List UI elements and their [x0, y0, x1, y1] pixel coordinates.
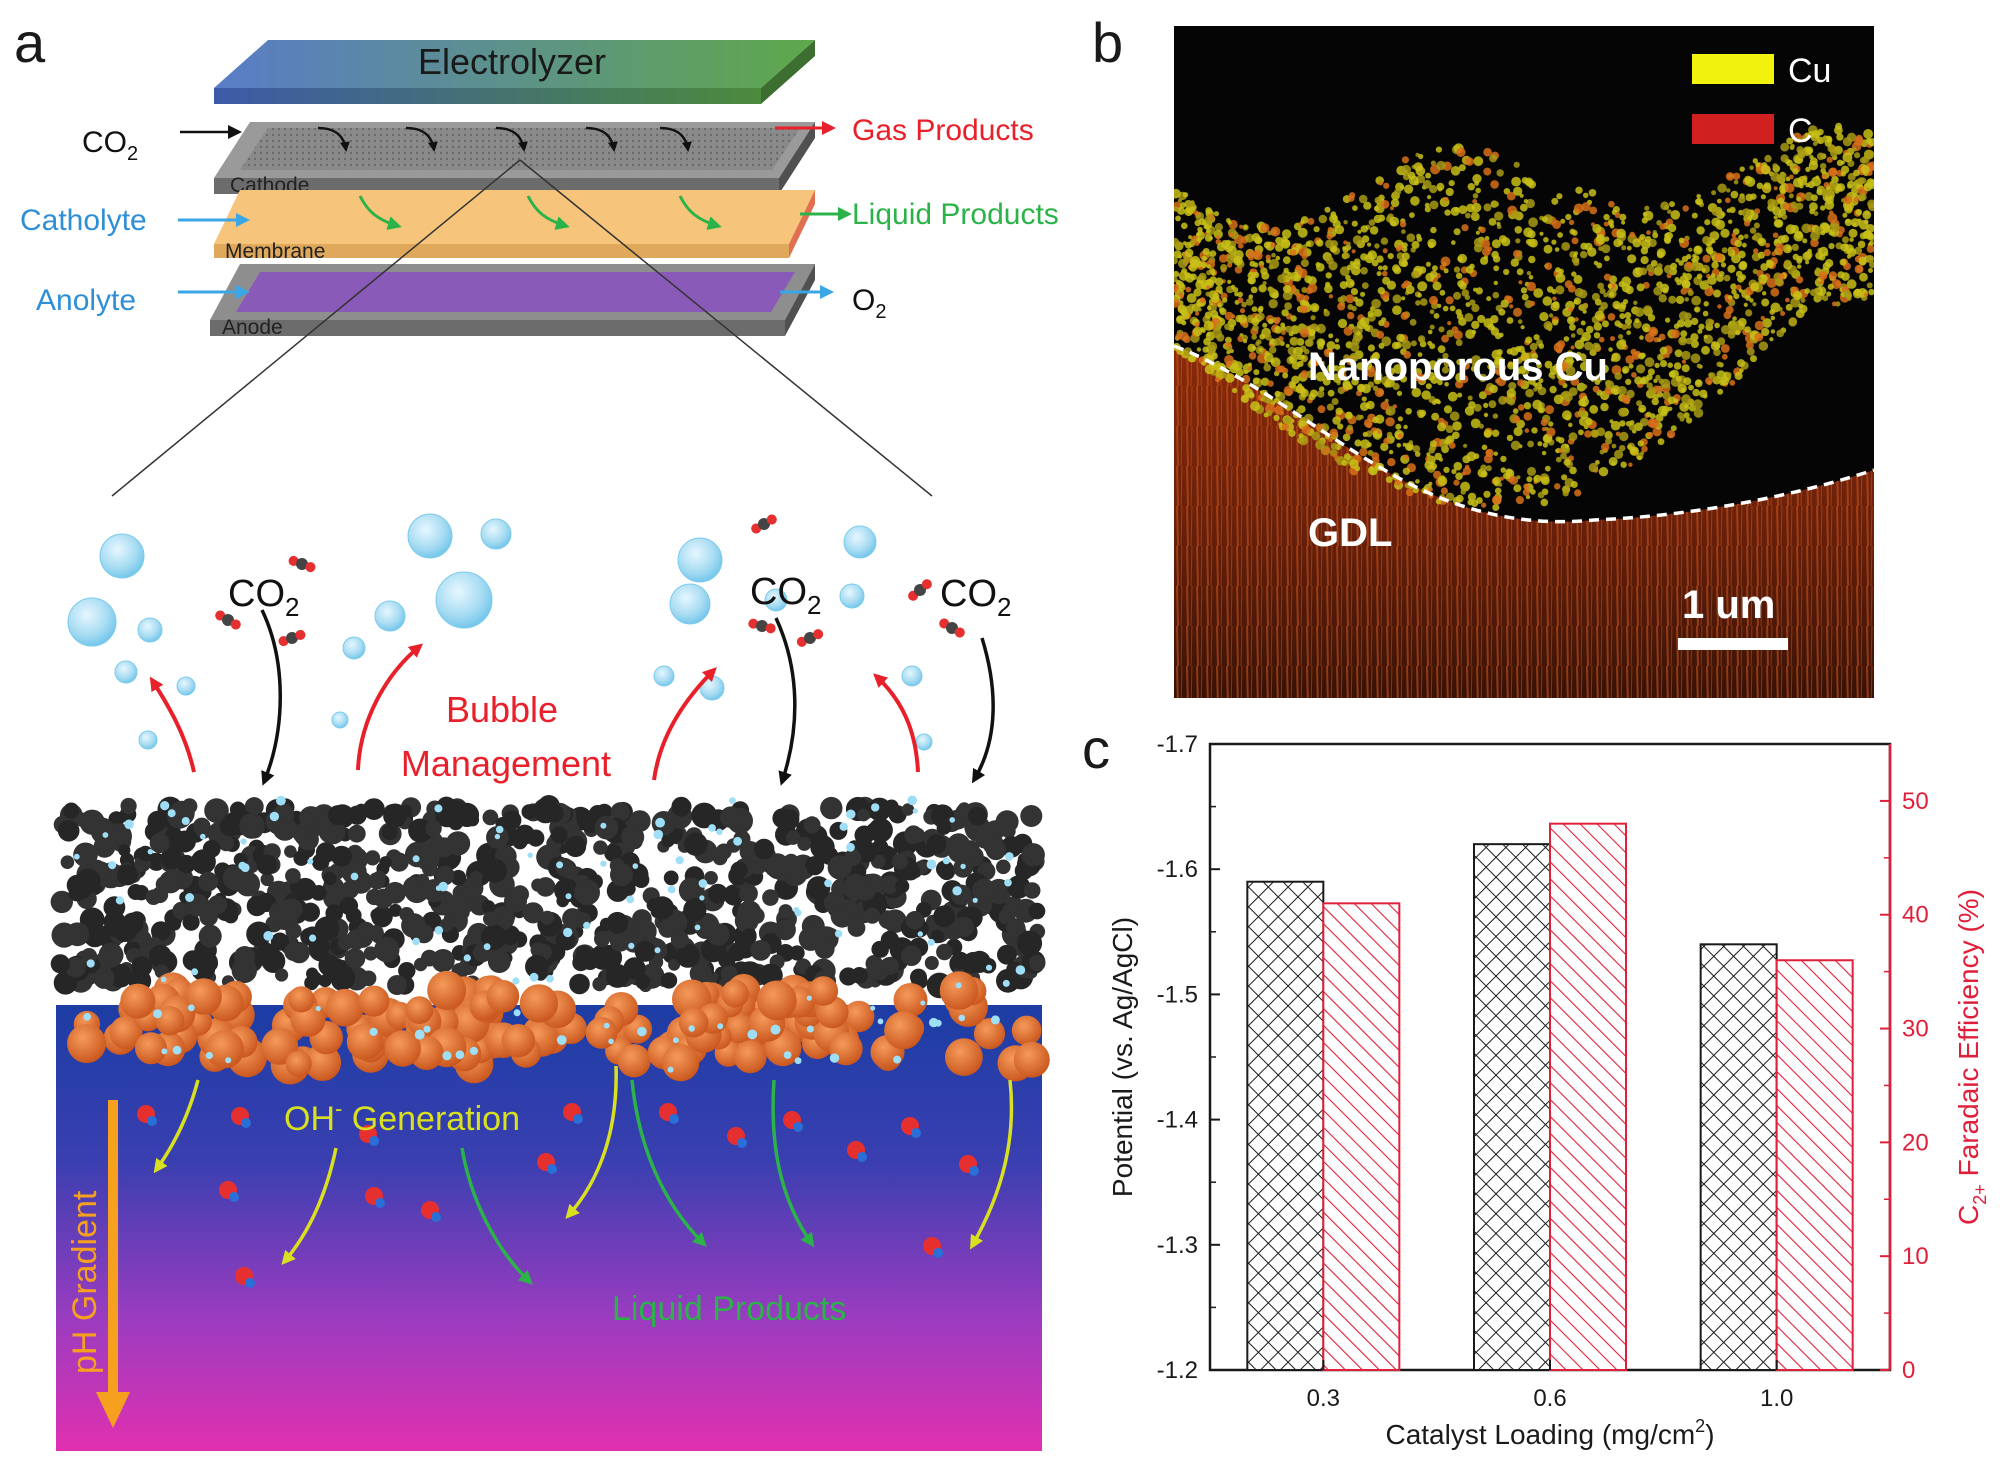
panel-a-diagram: Electrolyzer Cathode Membrane Anode CO2 [20, 40, 1059, 1451]
right-tick-label: 0 [1902, 1357, 1915, 1384]
x-tick-label: 0.3 [1307, 1385, 1340, 1412]
legend-swatch-cu [1692, 54, 1774, 84]
oh-ions [137, 1103, 979, 1288]
oh-yellow-arrows [153, 1065, 1014, 1266]
co2-down-arrows [260, 609, 995, 786]
catholyte-label: Catholyte [20, 204, 147, 237]
panel-b-micrograph: Cu C Nanoporous Cu GDL 1 um [1174, 26, 1874, 698]
left-tick-label: -1.4 [1157, 1107, 1198, 1134]
co2-label-2: CO2 [750, 571, 821, 620]
anolyte-label: Anolyte [36, 284, 136, 317]
left-tick-label: -1.7 [1157, 731, 1198, 758]
co2-label-1: CO2 [228, 573, 299, 622]
anode-plate: Anode [210, 264, 815, 339]
panel-label-a: a [14, 11, 46, 74]
o2-label: O2 [852, 284, 886, 323]
gdl-label: GDL [1308, 511, 1392, 555]
bar-faradaic-efficiency [1775, 959, 1854, 1371]
x-tick-label: 1.0 [1760, 1385, 1793, 1412]
left-tick-label: -1.6 [1157, 856, 1198, 883]
gas-diffusion-layer [50, 795, 1046, 999]
right-tick-label: 20 [1902, 1129, 1929, 1156]
co2-molecules [215, 514, 965, 647]
bubbles [67, 513, 1026, 1073]
scale-bar-label: 1 um [1682, 583, 1775, 627]
electrolyzer-plate: Electrolyzer [214, 40, 815, 104]
membrane-plate: Membrane [214, 190, 815, 263]
left-tick-label: -1.2 [1157, 1357, 1198, 1384]
co2-in-label: CO2 [82, 126, 138, 165]
membrane-label: Membrane [225, 240, 325, 263]
scale-bar [1678, 638, 1788, 650]
panel-label-c: c [1082, 717, 1110, 780]
left-tick-label: -1.5 [1157, 981, 1198, 1008]
legend: Cu C [1692, 52, 1831, 150]
panel-label-b: b [1092, 11, 1124, 74]
oh-generation-label: OH- Generation [284, 1096, 520, 1138]
x-tick-label: 0.6 [1533, 1385, 1566, 1412]
zoom-line-right [519, 159, 933, 497]
legend-label-cu: Cu [1788, 52, 1831, 90]
bar-faradaic-efficiency [1322, 902, 1401, 1371]
right-tick-label: 40 [1902, 902, 1929, 929]
electrolyzer-label: Electrolyzer [418, 41, 606, 82]
bar-faradaic-efficiency [1549, 822, 1627, 1371]
interface-dashed-line [1174, 344, 1874, 524]
left-axis-title: Potential (vs. Ag/AgCl) [1107, 917, 1138, 1197]
bar-potential [1699, 943, 1778, 1371]
membrane-flow-arrows [358, 195, 722, 230]
anode-label: Anode [222, 316, 283, 339]
nanoporous-cu-region [1174, 122, 1874, 511]
cathode-flow-arrows [317, 126, 692, 152]
gas-products-label: Gas Products [852, 114, 1034, 147]
liquid-products-bottom-label: Liquid Products [612, 1290, 846, 1328]
nanoporous-cu-label: Nanoporous Cu [1308, 345, 1608, 389]
co2-label-3: CO2 [940, 573, 1011, 622]
ph-gradient-arrow [96, 1100, 130, 1428]
bubble-up-arrows [149, 643, 920, 781]
zoom-line-left [111, 159, 521, 497]
panel-c-chart: -1.7 -1.6 -1.5 -1.4 -1.3 -1.2 0 10 20 30 40 50 0.3 0.… [1107, 731, 1990, 1450]
electrolyte-region [56, 1005, 1042, 1451]
left-tick-label: -1.3 [1157, 1232, 1198, 1259]
right-tick-label: 30 [1902, 1016, 1929, 1043]
ph-gradient-label: pH Gradient [66, 1190, 104, 1374]
right-axis-title: C2+ Faradaic Efficiency (%) [1953, 889, 1990, 1225]
bubble-management-line1: Bubble [446, 689, 558, 730]
legend-swatch-c [1692, 114, 1774, 144]
copper-catalyst-layer [67, 970, 1050, 1085]
right-tick-label: 50 [1902, 788, 1929, 815]
bubble-management-line2: Management [401, 743, 611, 784]
liquid-products-label: Liquid Products [852, 198, 1059, 231]
x-axis-title: Catalyst Loading (mg/cm2) [1385, 1416, 1714, 1450]
bar-potential [1473, 843, 1551, 1372]
gdl-texture [1174, 346, 1874, 698]
liquid-green-arrows [460, 1079, 815, 1285]
bar-potential [1246, 880, 1325, 1371]
right-tick-label: 10 [1902, 1243, 1929, 1270]
legend-label-c: C [1788, 112, 1813, 150]
